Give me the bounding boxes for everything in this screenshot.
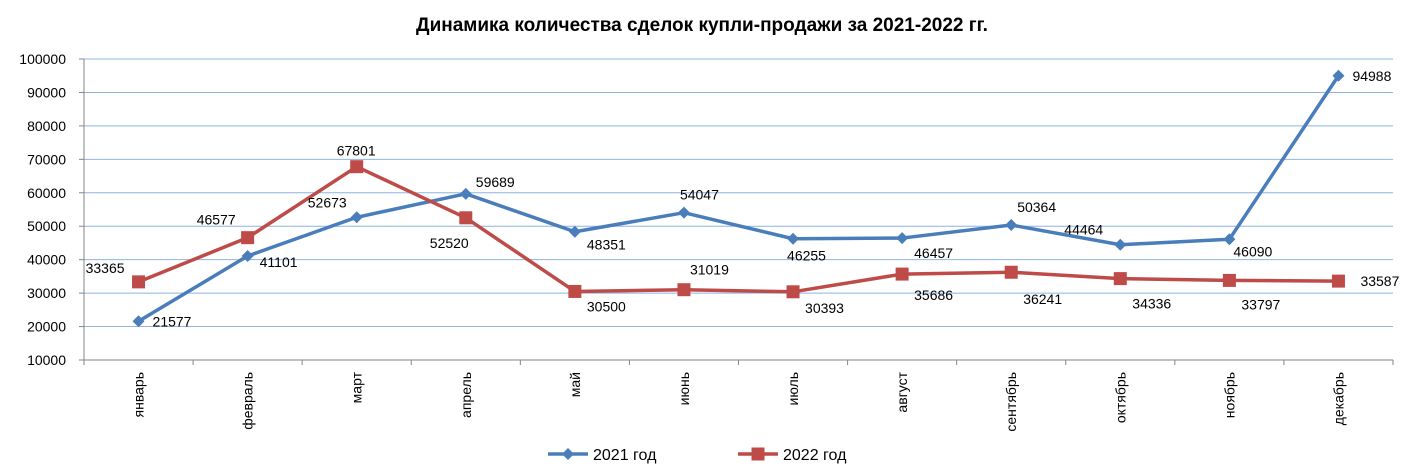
y-tick-label: 80000	[27, 118, 66, 134]
x-tick-label: январь	[131, 372, 147, 417]
data-point	[459, 187, 472, 200]
x-tick-label: июнь	[676, 372, 692, 405]
data-label: 46090	[1233, 243, 1272, 259]
data-label: 46577	[197, 212, 236, 228]
x-tick-label: октябрь	[1112, 372, 1128, 423]
data-point	[241, 249, 254, 262]
data-point	[1332, 69, 1345, 82]
data-label: 33587	[1360, 273, 1399, 289]
x-tick-label: апрель	[458, 372, 474, 418]
y-tick-label: 10000	[27, 352, 66, 368]
y-tick-label: 100000	[19, 51, 66, 67]
data-label: 46457	[914, 245, 953, 261]
y-tick-label: 40000	[27, 252, 66, 268]
data-point	[677, 283, 691, 297]
data-point	[896, 232, 909, 245]
axes: 10000 20000 30000 40000 50000 60000 70000 80000…	[19, 51, 1394, 432]
data-label: 94988	[1352, 68, 1391, 84]
data-label: 54047	[680, 187, 719, 203]
data-label: 46255	[787, 248, 826, 264]
data-point	[241, 231, 255, 245]
data-point	[350, 211, 363, 224]
x-tick-label: август	[894, 371, 910, 412]
x-tick-label: ноябрь	[1221, 372, 1237, 418]
y-tick-label: 60000	[27, 185, 66, 201]
data-label: 30500	[587, 298, 626, 314]
data-label: 50364	[1017, 199, 1056, 215]
data-label: 33797	[1241, 296, 1280, 312]
x-tick-label: февраль	[240, 372, 256, 430]
data-point	[132, 275, 146, 289]
data-point	[1004, 265, 1018, 279]
data-label: 48351	[587, 237, 626, 253]
data-point	[1005, 219, 1018, 232]
data-label: 30393	[805, 300, 844, 316]
y-tick-label: 30000	[27, 285, 66, 301]
data-point	[132, 315, 145, 328]
x-tick-label: март	[349, 371, 365, 403]
data-label: 33365	[86, 260, 125, 276]
data-point	[1113, 272, 1127, 286]
data-label: 36241	[1023, 291, 1062, 307]
data-label: 35686	[914, 287, 953, 303]
y-tick-label: 70000	[27, 151, 66, 167]
y-tick-label: 50000	[27, 218, 66, 234]
series	[132, 69, 1345, 328]
series-line	[137, 74, 1340, 323]
data-point	[1331, 274, 1345, 288]
x-tick-label: июль	[785, 372, 801, 405]
legend-label: 2021 год	[593, 447, 657, 464]
y-tick-label: 20000	[27, 319, 66, 335]
x-tick-label: май	[567, 372, 583, 397]
chart-title: Динамика количества сделок купли-продажи…	[416, 15, 988, 36]
gridlines	[84, 58, 1393, 328]
legend: 2021 год 2022 год	[548, 447, 847, 464]
data-point	[350, 160, 364, 174]
data-label: 41101	[260, 254, 298, 270]
y-tick-label: 90000	[27, 84, 66, 100]
x-tick-label: декабрь	[1330, 372, 1346, 425]
data-point	[568, 225, 581, 238]
legend-marker	[562, 448, 574, 460]
data-point	[568, 284, 582, 298]
data-label: 21577	[153, 313, 192, 329]
legend-label: 2022 год	[783, 447, 847, 464]
data-point	[1223, 233, 1236, 246]
data-label: 52673	[308, 194, 347, 210]
x-tick-label: сентябрь	[1003, 372, 1019, 432]
data-label: 59689	[476, 174, 515, 190]
data-point	[677, 206, 690, 219]
data-point	[786, 285, 800, 299]
data-point	[787, 232, 800, 245]
data-point	[459, 211, 473, 225]
data-label: 31019	[690, 262, 729, 278]
data-label: 44464	[1064, 222, 1103, 238]
data-point	[1114, 238, 1127, 251]
data-labels: 21577 41101 52673 59689 48351 54047 46255 46457…	[86, 68, 1400, 330]
data-label: 67801	[337, 143, 376, 159]
data-point	[1222, 273, 1236, 287]
legend-marker	[751, 447, 765, 461]
data-label: 52520	[430, 235, 469, 251]
series-line	[137, 164, 1339, 294]
data-label: 34336	[1132, 296, 1171, 312]
data-point	[895, 267, 909, 281]
